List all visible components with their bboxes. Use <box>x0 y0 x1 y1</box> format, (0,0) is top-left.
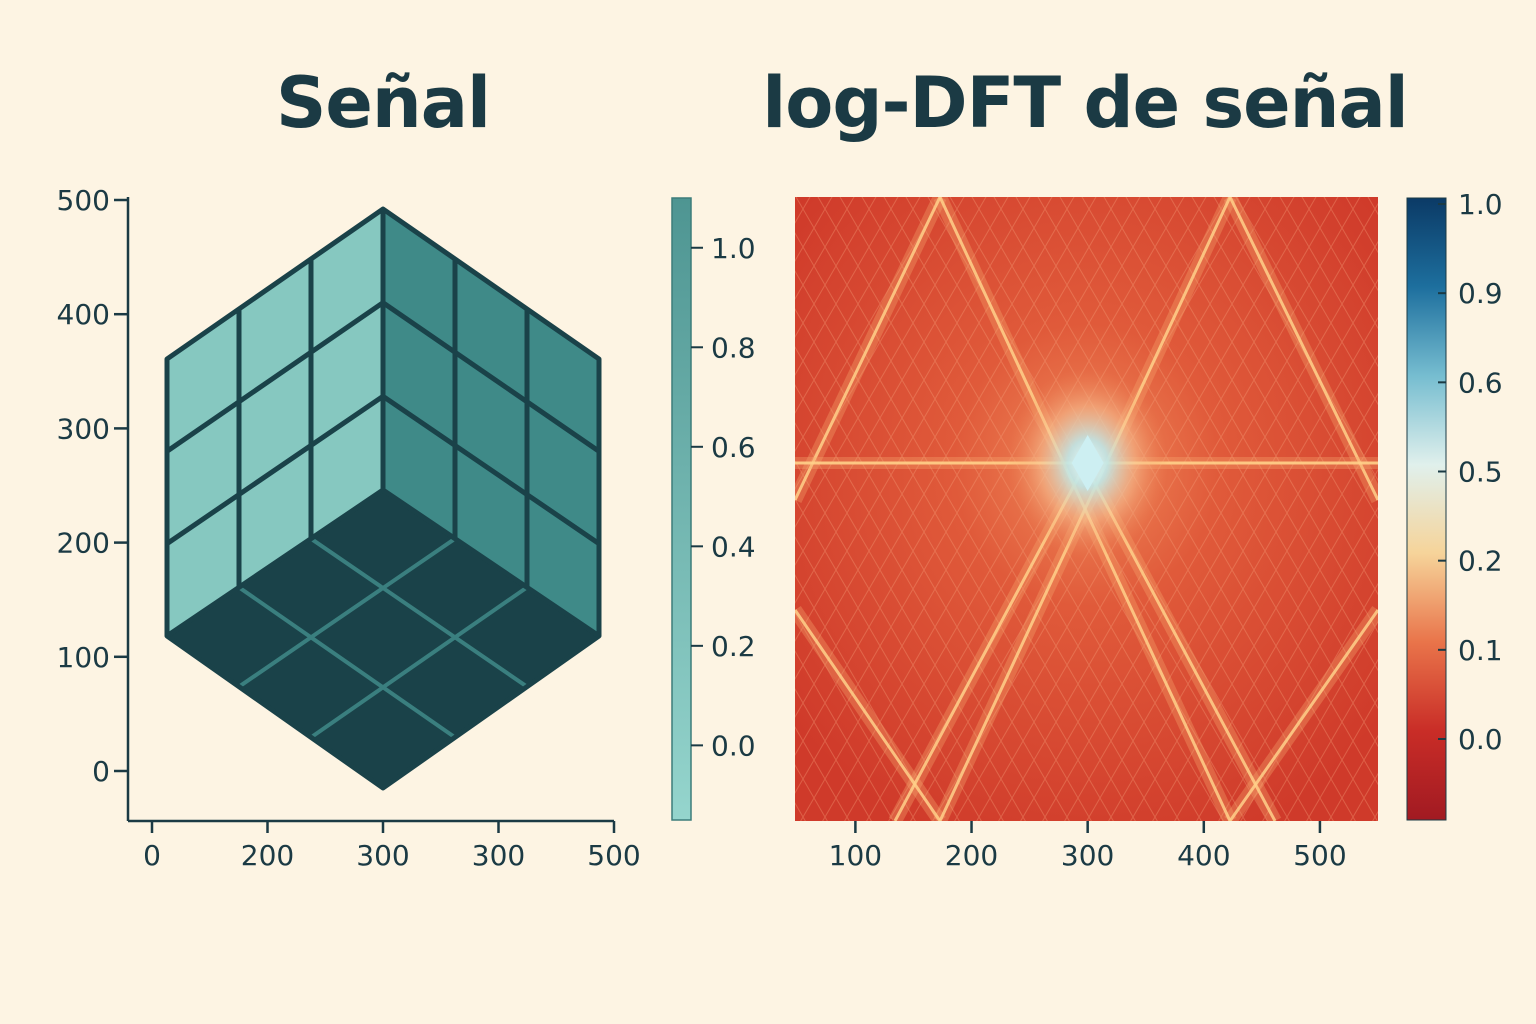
x-tick-label: 300 <box>1061 839 1114 872</box>
cube-grid-line <box>309 585 529 739</box>
y-tick-label: 100 <box>57 641 110 674</box>
signal-axes: 0 100 200 300 400 500 0 200 300 300 500 <box>57 184 641 872</box>
colorbar-tick-label: 0.6 <box>1458 366 1503 399</box>
signal-chart: 0 100 200 300 400 500 0 200 300 300 500 1.0 0.8 0.6 0… <box>57 184 756 872</box>
colorbar-tick-label: 0.1 <box>1458 634 1503 667</box>
cube-grid-line <box>381 394 601 546</box>
colorbar-tick-label: 0.2 <box>1458 545 1503 578</box>
signal-colorbar: 1.0 0.8 0.6 0.4 0.2 0.0 <box>671 197 756 821</box>
x-tick-label: 300 <box>356 839 409 872</box>
colorbar-tick-label: 0.4 <box>711 530 756 563</box>
colorbar-tick-label: 0.0 <box>1458 723 1503 756</box>
y-tick-label: 500 <box>57 184 110 217</box>
x-tick-label: 400 <box>1177 839 1230 872</box>
cube-grid-line <box>237 585 457 739</box>
cube-grid-line <box>309 537 529 689</box>
cube-grid-line <box>165 300 385 454</box>
colorbar-tick-label: 1.0 <box>1458 188 1503 221</box>
colorbar-tick-label: 0.9 <box>1458 277 1503 310</box>
dft-line <box>1228 197 1378 501</box>
colorbar-tick-label: 0.6 <box>711 431 756 464</box>
chart-title-signal: Señal <box>276 62 491 144</box>
colorbar-tick-label: 0.2 <box>711 630 756 663</box>
x-tick-label: 0 <box>143 839 161 872</box>
colorbar-tick-label: 0.5 <box>1458 456 1503 489</box>
dft-line <box>795 609 942 821</box>
y-tick-label: 400 <box>57 298 110 331</box>
cube-face-right <box>383 209 599 636</box>
dft-center-peak <box>1071 435 1104 491</box>
cube-grid-line <box>381 300 601 454</box>
colorbar-gradient <box>671 197 692 821</box>
cube-outline <box>164 206 602 791</box>
y-tick-label: 0 <box>92 755 110 788</box>
x-tick-label: 200 <box>945 839 998 872</box>
x-tick-label: 300 <box>472 839 525 872</box>
cube-edge <box>165 486 601 639</box>
signal-image <box>164 206 602 791</box>
x-tick-label: 100 <box>829 839 882 872</box>
chart-title-log-dft: log-DFT de señal <box>762 62 1408 144</box>
colorbar-tick-label: 1.0 <box>711 232 756 265</box>
y-tick-label: 300 <box>57 412 110 445</box>
x-tick-label: 200 <box>241 839 294 872</box>
log-dft-axes: 100 200 300 400 500 <box>829 821 1347 872</box>
cube-grid-line <box>237 537 457 689</box>
dft-line <box>795 197 942 501</box>
colorbar-gradient <box>1406 197 1447 821</box>
colorbar-tick-label: 0.8 <box>711 331 756 364</box>
cube-face-left <box>167 209 383 636</box>
y-tick-label: 200 <box>57 527 110 560</box>
x-tick-label: 500 <box>587 839 640 872</box>
colorbar-tick-label: 0.0 <box>711 729 756 762</box>
log-dft-image <box>795 197 1378 821</box>
x-tick-label: 500 <box>1293 839 1346 872</box>
cube-grid-line <box>165 394 385 546</box>
log-dft-colorbar: 1.0 0.9 0.6 0.5 0.2 0.1 0.0 <box>1406 188 1503 821</box>
